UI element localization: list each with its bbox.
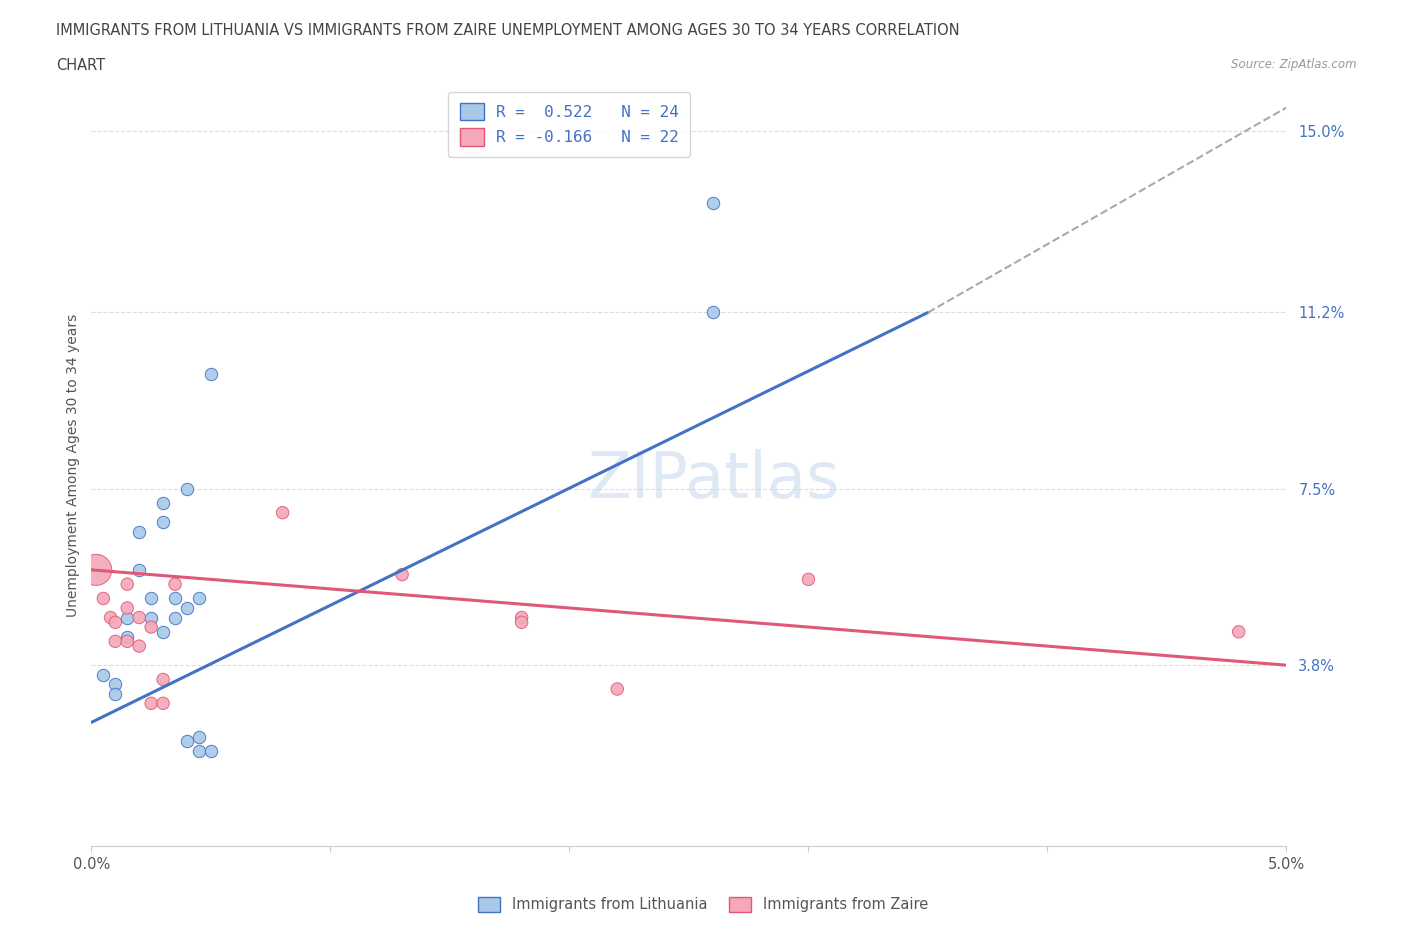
Point [128,610,150,625]
Text: Source: ZipAtlas.com: Source: ZipAtlas.com [1232,58,1357,71]
Legend: R =  0.522   N = 24, R = -0.166   N = 22: R = 0.522 N = 24, R = -0.166 N = 22 [449,92,690,157]
Text: ZIPatlas: ZIPatlas [586,449,839,512]
Point [104,634,127,649]
Point [606,682,628,697]
Point [128,563,150,578]
Point [141,610,163,625]
Point [141,696,163,711]
Point [152,515,174,530]
Point [100,610,122,625]
Point [702,195,724,210]
Point [163,577,186,591]
Point [176,601,198,616]
Point [391,567,413,582]
Point [176,482,198,497]
Point [163,591,186,606]
Point [115,577,138,591]
Text: CHART: CHART [56,58,105,73]
Point [510,615,533,630]
Point [1227,624,1250,639]
Point [797,572,820,587]
Point [115,634,138,649]
Point [128,639,150,654]
Point [84,563,107,578]
Point [141,591,163,606]
Point [93,591,115,606]
Point [271,505,294,520]
Point [188,729,211,744]
Point [115,630,138,644]
Point [152,672,174,687]
Y-axis label: Unemployment Among Ages 30 to 34 years: Unemployment Among Ages 30 to 34 years [66,313,80,617]
Point [152,696,174,711]
Point [163,610,186,625]
Point [152,624,174,639]
Point [104,677,127,692]
Point [510,610,533,625]
Point [702,305,724,320]
Legend: Immigrants from Lithuania, Immigrants from Zaire: Immigrants from Lithuania, Immigrants fr… [472,891,934,918]
Point [188,744,211,759]
Point [152,496,174,511]
Point [104,615,127,630]
Point [188,591,211,606]
Point [128,525,150,539]
Point [115,601,138,616]
Point [176,734,198,749]
Point [104,686,127,701]
Point [200,367,222,382]
Point [115,610,138,625]
Point [141,619,163,634]
Point [200,744,222,759]
Text: IMMIGRANTS FROM LITHUANIA VS IMMIGRANTS FROM ZAIRE UNEMPLOYMENT AMONG AGES 30 TO: IMMIGRANTS FROM LITHUANIA VS IMMIGRANTS … [56,23,960,38]
Point [93,668,115,683]
